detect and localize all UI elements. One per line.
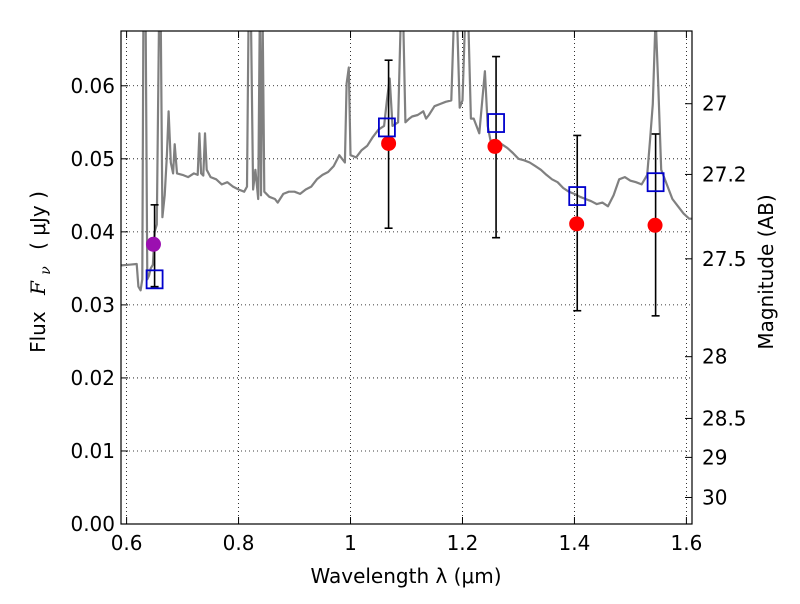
y2-tick-label: 30 <box>702 485 727 509</box>
data-point-circle <box>145 236 161 252</box>
y2-tick-label: 27.5 <box>702 247 747 271</box>
data-point-square <box>568 186 587 206</box>
y2-tick-label: 27 <box>702 92 727 116</box>
x-tick-label: 1.2 <box>447 531 479 555</box>
y-axis-label-word: Flux <box>26 311 50 353</box>
data-point-square <box>487 113 505 133</box>
y-axis-label-unit: ( μJy ) <box>26 191 50 250</box>
y-tick-label: 0.00 <box>70 512 115 536</box>
data-point-circle <box>647 217 663 233</box>
y-tick-label: 0.06 <box>70 74 115 98</box>
y-axis-label-symbol: F <box>26 280 50 296</box>
y-tick-label: 0.02 <box>70 366 115 390</box>
y-tick-label: 0.01 <box>70 439 115 463</box>
y-axis-label-subscript: ν <box>38 266 54 275</box>
y-tick-label: 0.03 <box>70 293 115 317</box>
y-axis-label-text: Flux F ν ( μJy ) <box>26 191 55 353</box>
data-point-circle <box>569 216 585 232</box>
x-tick-label: 0.6 <box>111 531 143 555</box>
y-tick-label: 0.04 <box>70 220 115 244</box>
y-tick-label: 0.05 <box>70 147 115 171</box>
data-point-square <box>145 269 164 290</box>
data-point-circle <box>487 138 503 154</box>
y-axis-label: Flux F ν ( μJy ) <box>26 191 55 353</box>
data-point-square <box>378 117 396 138</box>
ticks: 0.6 0.8 1 1.2 1.4 1.6 0.00 0.01 0.02 0.03 0.04 0.05… <box>70 31 747 555</box>
plot-background <box>121 31 692 524</box>
y2-tick-label: 28 <box>702 345 727 369</box>
plot-frame <box>120 30 693 525</box>
x-tick-label: 0.8 <box>223 531 255 555</box>
x-tick-label: 1 <box>344 531 357 555</box>
y2-tick-label: 27.2 <box>702 162 747 186</box>
data-point-circle <box>381 135 397 151</box>
x-axis-label: Wavelength λ (μm) <box>310 564 501 588</box>
data-point-square <box>646 172 665 193</box>
data-markers <box>145 113 665 290</box>
y2-tick-label: 29 <box>702 445 727 469</box>
y2-axis-label: Magnitude (AB) <box>754 194 778 349</box>
x-tick-label: 1.6 <box>670 531 702 555</box>
x-tick-label: 1.4 <box>559 531 591 555</box>
y2-tick-label: 28.5 <box>702 406 747 430</box>
